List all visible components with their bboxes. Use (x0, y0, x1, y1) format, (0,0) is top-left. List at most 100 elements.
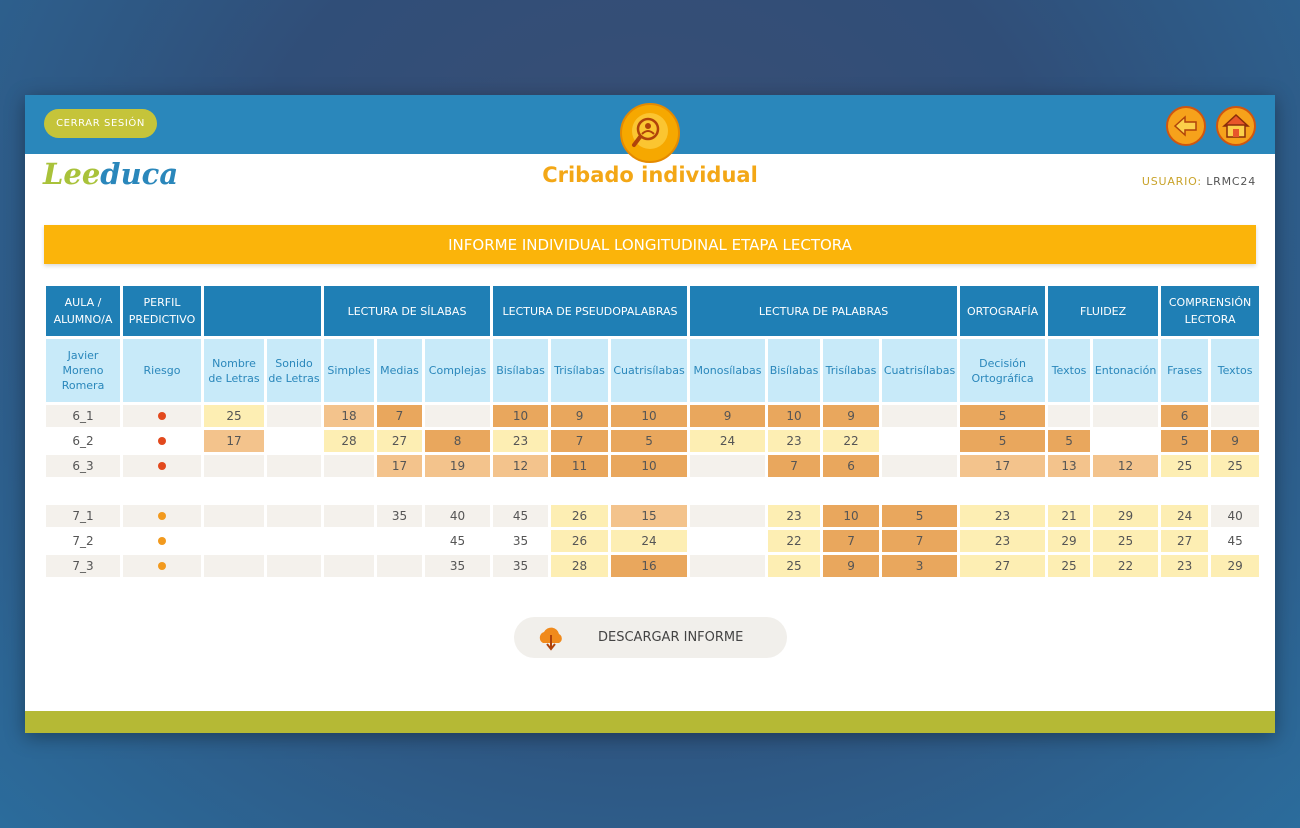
group-header: COMPRENSIÓN LECTORA (1161, 286, 1260, 336)
score-cell: 24 (690, 430, 766, 452)
group-header: FLUIDEZ (1048, 286, 1159, 336)
column-header: Cuatrisílabas (611, 339, 688, 402)
score-cell: 6 (1161, 405, 1209, 427)
risk-dot (158, 562, 166, 570)
score-cell: 6 (823, 455, 880, 477)
column-header: Frases (1161, 339, 1209, 402)
column-header: Textos (1211, 339, 1260, 402)
column-header: Javier Moreno Romera (46, 339, 120, 402)
group-header: ORTOGRAFÍA (960, 286, 1046, 336)
empty-cell (267, 530, 321, 552)
app-panel: CERRAR SESIÓN Leeduca Cribado individual… (25, 95, 1275, 733)
footer-bar (25, 711, 1275, 733)
risk-cell (123, 505, 201, 527)
score-cell: 25 (1093, 530, 1159, 552)
score-cell: 18 (324, 405, 374, 427)
group-header: LECTURA DE PALABRAS (690, 286, 958, 336)
score-cell: 45 (1211, 530, 1260, 552)
student-row: 7_1 35 40 45 26 15 23 10 5 23 21 29 24 40 (46, 505, 1260, 527)
empty-cell (267, 405, 321, 427)
score-cell: 23 (768, 505, 821, 527)
column-header: Nombre de Letras (204, 339, 264, 402)
score-cell: 28 (551, 555, 609, 577)
student-row: 7_2 45 35 26 24 22 7 7 23 29 25 27 45 (46, 530, 1260, 552)
class-cell: 6_1 (46, 405, 120, 427)
class-cell: 6_3 (46, 455, 120, 477)
top-bar: CERRAR SESIÓN (25, 95, 1275, 163)
logo-part: duca (100, 157, 179, 191)
score-cell: 9 (823, 555, 880, 577)
score-cell: 26 (551, 505, 609, 527)
score-cell: 10 (611, 455, 688, 477)
column-header: Trisílabas (551, 339, 609, 402)
empty-cell (1093, 405, 1159, 427)
column-header: Decisión Ortográfica (960, 339, 1046, 402)
score-cell: 35 (377, 505, 422, 527)
score-cell: 7 (882, 530, 958, 552)
empty-cell (882, 405, 958, 427)
column-header-row: Javier Moreno Romera Riesgo Nombre de Letr… (46, 339, 1260, 402)
score-cell: 23 (768, 430, 821, 452)
score-cell: 45 (425, 530, 491, 552)
score-cell: 23 (1161, 555, 1209, 577)
class-cell: 7_2 (46, 530, 120, 552)
column-header: Trisílabas (823, 339, 880, 402)
score-cell: 24 (1161, 505, 1209, 527)
score-cell: 3 (882, 555, 958, 577)
score-cell: 10 (823, 505, 880, 527)
student-row: 6_2 17 28 27 8 23 7 5 24 23 22 5 5 5 9 (46, 430, 1260, 452)
score-cell: 13 (1048, 455, 1091, 477)
report-table: AULA / ALUMNO/A PERFIL PREDICTIVO LECTURA … (43, 283, 1262, 580)
risk-dot (158, 462, 166, 470)
score-cell: 40 (1211, 505, 1260, 527)
score-cell: 26 (551, 530, 609, 552)
score-cell: 5 (882, 505, 958, 527)
empty-cell (690, 505, 766, 527)
empty-cell (204, 530, 264, 552)
score-cell: 27 (960, 555, 1046, 577)
column-header: Simples (324, 339, 374, 402)
risk-cell (123, 455, 201, 477)
column-header: Monosílabas (690, 339, 766, 402)
empty-cell (267, 555, 321, 577)
download-icon (539, 627, 562, 651)
score-cell: 45 (493, 505, 549, 527)
score-cell: 9 (551, 405, 609, 427)
download-button[interactable]: DESCARGAR INFORME (514, 617, 787, 658)
score-cell: 25 (204, 405, 264, 427)
class-cell: 7_1 (46, 505, 120, 527)
empty-cell (1211, 405, 1260, 427)
score-cell: 23 (960, 530, 1046, 552)
screening-icon (620, 103, 680, 163)
score-cell: 10 (611, 405, 688, 427)
empty-cell (267, 505, 321, 527)
score-cell: 5 (960, 405, 1046, 427)
empty-cell (1093, 430, 1159, 452)
empty-cell (267, 455, 321, 477)
score-cell: 5 (960, 430, 1046, 452)
page-title: Cribado individual (542, 163, 758, 187)
score-cell: 29 (1211, 555, 1260, 577)
back-button[interactable] (1165, 105, 1207, 147)
score-cell: 17 (377, 455, 422, 477)
score-cell: 10 (768, 405, 821, 427)
score-cell: 7 (823, 530, 880, 552)
risk-dot (158, 537, 166, 545)
column-header: Bisílabas (768, 339, 821, 402)
score-cell: 7 (377, 405, 422, 427)
score-cell: 28 (324, 430, 374, 452)
score-cell: 22 (768, 530, 821, 552)
student-row: 6_3 17 19 12 11 10 7 6 17 13 12 25 25 (46, 455, 1260, 477)
risk-cell (123, 530, 201, 552)
logout-button[interactable]: CERRAR SESIÓN (44, 109, 157, 138)
class-cell: 6_2 (46, 430, 120, 452)
score-cell: 10 (493, 405, 549, 427)
risk-cell (123, 405, 201, 427)
home-button[interactable] (1215, 105, 1257, 147)
student-row: 6_1 25 18 7 10 9 10 9 10 9 5 6 (46, 405, 1260, 427)
score-cell: 21 (1048, 505, 1091, 527)
score-cell: 7 (551, 430, 609, 452)
score-cell: 22 (823, 430, 880, 452)
score-cell: 9 (1211, 430, 1260, 452)
score-cell: 12 (493, 455, 549, 477)
